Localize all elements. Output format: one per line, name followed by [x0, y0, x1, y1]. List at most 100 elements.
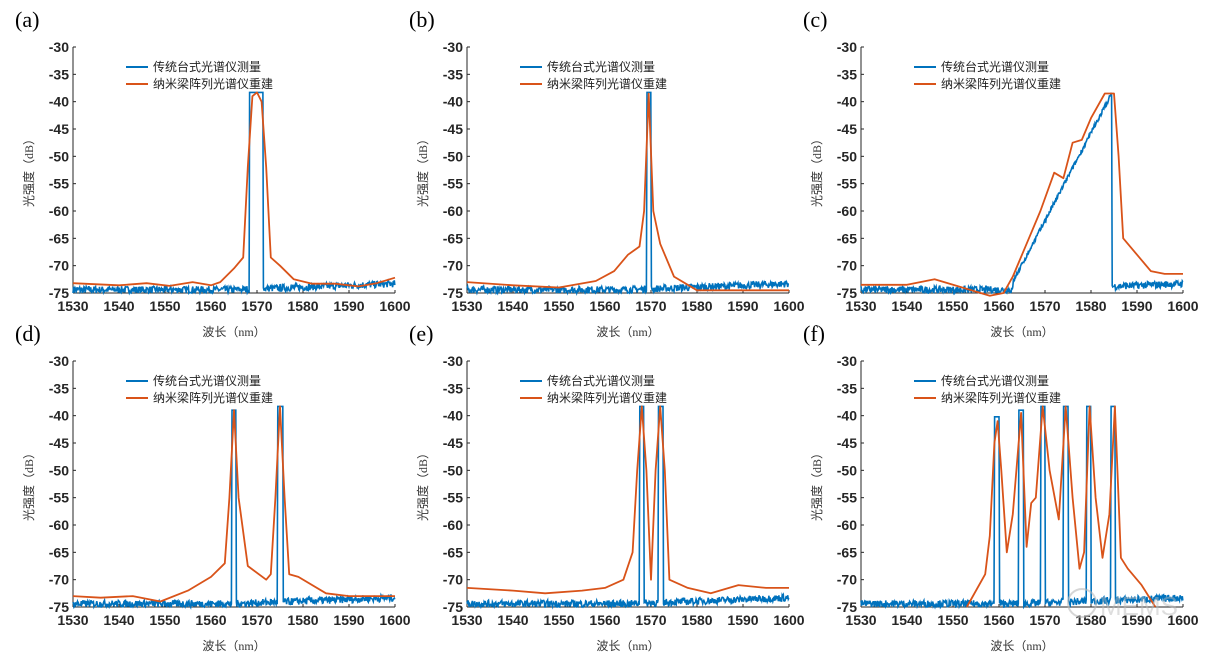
y-tick-label: -40 — [49, 94, 69, 110]
y-tick-label: -75 — [49, 285, 69, 301]
y-tick-label: -30 — [49, 353, 69, 369]
x-tick-label: 1550 — [543, 612, 574, 628]
y-tick-label: -75 — [49, 599, 69, 615]
x-tick-label: 1600 — [1167, 298, 1198, 314]
x-tick-label: 1550 — [937, 612, 968, 628]
y-tick-label: -60 — [49, 517, 69, 533]
x-axis-label: 波长（nm） — [990, 325, 1053, 339]
x-tick-label: 1600 — [773, 612, 804, 628]
x-tick-label: 1540 — [497, 612, 528, 628]
x-tick-label: 1530 — [845, 298, 876, 314]
y-tick-label: -30 — [837, 39, 857, 55]
legend-label: 传统台式光谱仪测量 — [153, 373, 261, 388]
x-tick-label: 1550 — [149, 298, 180, 314]
x-tick-label: 1550 — [937, 298, 968, 314]
y-tick-label: -45 — [49, 435, 69, 451]
panel-label: (f) — [803, 321, 825, 346]
panel-label: (d) — [15, 321, 41, 346]
x-tick-label: 1560 — [589, 612, 620, 628]
y-tick-label: -75 — [443, 599, 463, 615]
y-tick-label: -75 — [443, 285, 463, 301]
x-tick-label: 1570 — [635, 612, 666, 628]
x-tick-label: 1590 — [727, 612, 758, 628]
y-tick-label: -60 — [443, 203, 463, 219]
y-tick-label: -45 — [443, 121, 463, 137]
x-tick-label: 1560 — [195, 298, 226, 314]
x-tick-label: 1580 — [287, 612, 318, 628]
y-tick-label: -75 — [837, 599, 857, 615]
x-tick-label: 1580 — [681, 612, 712, 628]
x-tick-label: 1590 — [727, 298, 758, 314]
y-tick-label: -30 — [443, 39, 463, 55]
x-tick-label: 1560 — [195, 612, 226, 628]
x-tick-label: 1600 — [379, 298, 410, 314]
series-reconstructed-line — [861, 92, 1183, 297]
y-tick-label: -55 — [49, 176, 69, 192]
y-tick-label: -45 — [837, 435, 857, 451]
x-tick-label: 1560 — [983, 298, 1014, 314]
x-tick-label: 1570 — [241, 612, 272, 628]
series-reconstructed-line — [72, 91, 396, 288]
legend-label: 纳米梁阵列光谱仪重建 — [153, 390, 273, 405]
y-tick-label: -40 — [837, 408, 857, 424]
y-tick-label: -70 — [49, 258, 69, 274]
y-tick-label: -40 — [443, 94, 463, 110]
series-reconstructed-line — [466, 92, 789, 292]
legend-label: 传统台式光谱仪测量 — [153, 59, 261, 74]
x-tick-label: 1550 — [149, 612, 180, 628]
y-tick-label: -50 — [443, 462, 463, 478]
x-tick-label: 1590 — [1121, 612, 1152, 628]
x-tick-label: 1570 — [241, 298, 272, 314]
x-tick-label: 1530 — [845, 612, 876, 628]
panel-label: (a) — [15, 7, 39, 32]
y-tick-label: -30 — [49, 39, 69, 55]
series-reconstructed-line — [72, 405, 395, 603]
y-tick-label: -50 — [49, 462, 69, 478]
x-tick-label: 1560 — [983, 612, 1014, 628]
watermark: MEMS — [1067, 588, 1178, 621]
series-reconstructed-line — [466, 405, 789, 595]
legend-label: 传统台式光谱仪测量 — [941, 373, 1049, 388]
legend-label: 纳米梁阵列光谱仪重建 — [547, 390, 667, 405]
y-tick-label: -60 — [49, 203, 69, 219]
y-tick-label: -70 — [443, 258, 463, 274]
y-tick-label: -65 — [443, 230, 463, 246]
y-tick-label: -35 — [49, 66, 69, 82]
y-axis-label: 光强度（dB） — [21, 447, 36, 521]
y-tick-label: -55 — [837, 490, 857, 506]
y-tick-label: -70 — [837, 572, 857, 588]
x-tick-label: 1600 — [1167, 612, 1198, 628]
y-tick-label: -70 — [49, 572, 69, 588]
x-tick-label: 1570 — [635, 298, 666, 314]
legend-label: 纳米梁阵列光谱仪重建 — [547, 76, 667, 91]
y-tick-label: -55 — [443, 490, 463, 506]
y-tick-label: -40 — [443, 408, 463, 424]
x-tick-label: 1550 — [543, 298, 574, 314]
legend-label: 传统台式光谱仪测量 — [547, 59, 655, 74]
x-tick-label: 1540 — [891, 612, 922, 628]
x-tick-label: 1590 — [333, 612, 364, 628]
series-reconstructed-line — [966, 405, 1157, 608]
y-axis-label: 光强度（dB） — [415, 447, 430, 521]
x-tick-label: 1590 — [333, 298, 364, 314]
y-tick-label: -65 — [49, 230, 69, 246]
y-tick-label: -55 — [443, 176, 463, 192]
x-tick-label: 1580 — [287, 298, 318, 314]
y-tick-label: -65 — [443, 544, 463, 560]
panel-label: (b) — [409, 7, 435, 32]
y-tick-label: -35 — [837, 380, 857, 396]
y-tick-label: -35 — [49, 380, 69, 396]
x-tick-label: 1540 — [497, 298, 528, 314]
legend-label: 纳米梁阵列光谱仪重建 — [941, 76, 1061, 91]
y-axis-label: 光强度（dB） — [809, 133, 824, 207]
y-tick-label: -40 — [49, 408, 69, 424]
x-tick-label: 1530 — [451, 612, 482, 628]
panel-label: (e) — [409, 321, 433, 346]
legend-label: 纳米梁阵列光谱仪重建 — [941, 390, 1061, 405]
wechat-icon — [1067, 588, 1097, 618]
